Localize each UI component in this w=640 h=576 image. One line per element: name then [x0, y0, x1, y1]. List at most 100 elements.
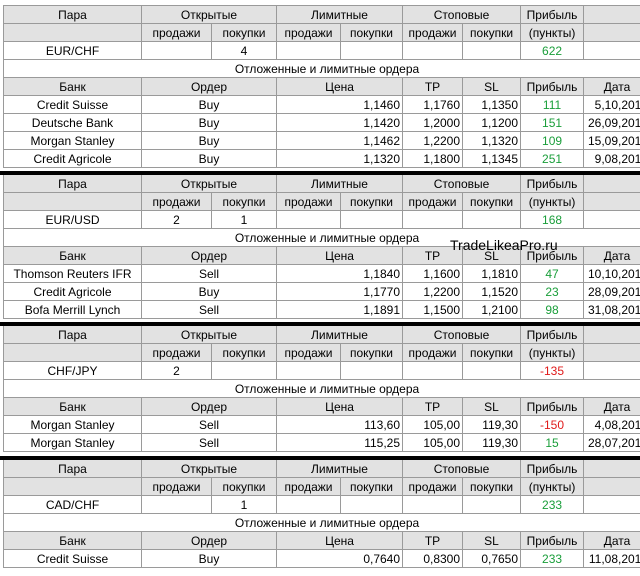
- order-profit-header[interactable]: Прибыль: [520, 531, 585, 550]
- stop-sells-value[interactable]: [402, 41, 464, 60]
- price-header[interactable]: Цена: [275, 246, 404, 265]
- profit-header[interactable]: Прибыль: [520, 5, 585, 24]
- tp-header[interactable]: TP: [402, 77, 464, 96]
- limit-buys-header[interactable]: покупки: [339, 477, 404, 496]
- bank-name[interactable]: Morgan Stanley: [3, 415, 142, 434]
- pair-header[interactable]: Пара: [3, 5, 142, 24]
- stop-buys-value[interactable]: [462, 210, 522, 229]
- sl-header[interactable]: SL: [462, 531, 522, 550]
- tp-header[interactable]: TP: [402, 531, 464, 550]
- profit-header[interactable]: Прибыль: [520, 325, 585, 344]
- stop-buys-header[interactable]: покупки: [462, 477, 522, 496]
- order-date[interactable]: 9,08,2017: [583, 149, 640, 168]
- empty-subheader-cell[interactable]: [583, 23, 640, 42]
- bank-header[interactable]: Банк: [3, 77, 142, 96]
- order-profit-header[interactable]: Прибыль: [520, 246, 585, 265]
- order-tp[interactable]: 1,1500: [402, 300, 464, 319]
- pending-orders-title[interactable]: Отложенные и лимитные ордера: [2, 59, 640, 78]
- order-tp[interactable]: 1,1600: [402, 264, 464, 283]
- order-profit[interactable]: -150: [520, 415, 585, 434]
- empty-header-cell[interactable]: [583, 5, 640, 24]
- order-date[interactable]: 31,08,2017: [583, 300, 640, 319]
- limit-buys-header[interactable]: покупки: [339, 23, 404, 42]
- stop-buys-value[interactable]: [462, 41, 522, 60]
- open-buys-header[interactable]: покупки: [211, 192, 277, 211]
- limit-sells-header[interactable]: продажи: [276, 192, 341, 211]
- order-type[interactable]: Buy: [141, 282, 277, 301]
- limit-sells-value[interactable]: [276, 495, 341, 514]
- order-sl[interactable]: 1,2100: [462, 300, 522, 319]
- price-header[interactable]: Цена: [275, 531, 404, 550]
- limit-buys-header[interactable]: покупки: [339, 343, 404, 362]
- order-type[interactable]: Sell: [141, 415, 277, 434]
- points-header[interactable]: (пункты): [520, 23, 585, 42]
- order-tp[interactable]: 1,1760: [402, 95, 464, 114]
- order-date[interactable]: 15,09,2017: [583, 131, 640, 150]
- price-header[interactable]: Цена: [275, 77, 404, 96]
- stop-sells-value[interactable]: [402, 495, 464, 514]
- open-sells-header[interactable]: продажи: [141, 477, 212, 496]
- stop-buys-value[interactable]: [462, 361, 522, 380]
- open-buys-header[interactable]: покупки: [211, 23, 277, 42]
- limit-header[interactable]: Лимитные: [275, 459, 404, 478]
- profit-header[interactable]: Прибыль: [520, 174, 585, 193]
- stop-sells-value[interactable]: [402, 361, 464, 380]
- order-date[interactable]: 28,07,2017: [583, 433, 640, 452]
- stop-sells-header[interactable]: продажи: [402, 477, 464, 496]
- bank-header[interactable]: Банк: [3, 531, 142, 550]
- stop-sells-header[interactable]: продажи: [402, 192, 464, 211]
- order-header[interactable]: Ордер: [141, 77, 277, 96]
- points-header[interactable]: (пункты): [520, 343, 585, 362]
- points-header[interactable]: (пункты): [520, 477, 585, 496]
- pair-subheader-blank[interactable]: [3, 477, 142, 496]
- stop-header[interactable]: Стоповые: [402, 174, 522, 193]
- order-profit[interactable]: 23: [520, 282, 585, 301]
- order-price[interactable]: 1,1420: [275, 113, 404, 132]
- open-sells-value[interactable]: [141, 41, 212, 60]
- date-header[interactable]: Дата: [583, 531, 640, 550]
- bank-name[interactable]: Morgan Stanley: [3, 131, 142, 150]
- bank-name[interactable]: Credit Suisse: [3, 549, 142, 568]
- bank-name[interactable]: Credit Agricole: [3, 149, 142, 168]
- empty-header-cell[interactable]: [583, 325, 640, 344]
- open-sells-header[interactable]: продажи: [141, 23, 212, 42]
- order-type[interactable]: Buy: [141, 113, 277, 132]
- open-buys-value[interactable]: 1: [211, 495, 277, 514]
- sl-header[interactable]: SL: [462, 77, 522, 96]
- open-buys-value[interactable]: [211, 361, 277, 380]
- open-sells-header[interactable]: продажи: [141, 192, 212, 211]
- open-sells-value[interactable]: 2: [141, 210, 212, 229]
- open-sells-value[interactable]: [141, 495, 212, 514]
- order-sl[interactable]: 119,30: [462, 433, 522, 452]
- pair-header[interactable]: Пара: [3, 174, 142, 193]
- empty-value-cell[interactable]: [583, 210, 640, 229]
- bank-name[interactable]: Thomson Reuters IFR: [3, 264, 142, 283]
- order-tp[interactable]: 1,2000: [402, 113, 464, 132]
- order-type[interactable]: Buy: [141, 131, 277, 150]
- limit-buys-value[interactable]: [339, 210, 404, 229]
- order-date[interactable]: 4,08,2017: [583, 415, 640, 434]
- empty-subheader-cell[interactable]: [583, 477, 640, 496]
- pair-header[interactable]: Пара: [3, 325, 142, 344]
- empty-value-cell[interactable]: [583, 361, 640, 380]
- empty-subheader-cell[interactable]: [583, 192, 640, 211]
- order-type[interactable]: Sell: [141, 300, 277, 319]
- empty-header-cell[interactable]: [583, 459, 640, 478]
- open-buys-header[interactable]: покупки: [211, 343, 277, 362]
- empty-value-cell[interactable]: [583, 495, 640, 514]
- pending-orders-title[interactable]: Отложенные и лимитные ордера: [2, 379, 640, 398]
- pair-name[interactable]: EUR/CHF: [3, 41, 142, 60]
- stop-header[interactable]: Стоповые: [402, 5, 522, 24]
- order-sl[interactable]: 119,30: [462, 415, 522, 434]
- order-price[interactable]: 115,25: [275, 433, 404, 452]
- order-header[interactable]: Ордер: [141, 531, 277, 550]
- order-profit[interactable]: 151: [520, 113, 585, 132]
- date-header[interactable]: Дата: [583, 77, 640, 96]
- sl-header[interactable]: SL: [462, 397, 522, 416]
- limit-sells-value[interactable]: [276, 41, 341, 60]
- limit-sells-header[interactable]: продажи: [276, 23, 341, 42]
- order-header[interactable]: Ордер: [141, 246, 277, 265]
- order-profit[interactable]: 47: [520, 264, 585, 283]
- order-profit[interactable]: 15: [520, 433, 585, 452]
- pair-subheader-blank[interactable]: [3, 192, 142, 211]
